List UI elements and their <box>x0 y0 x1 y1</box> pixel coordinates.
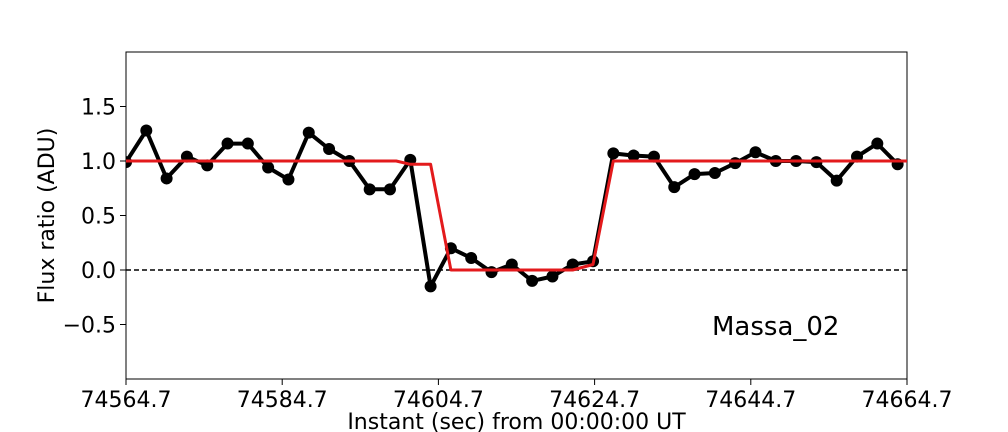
observed-flux-point <box>302 126 315 139</box>
x-tick-label: 74644.7 <box>705 388 796 413</box>
observed-flux-point <box>282 173 295 186</box>
observed-flux-point <box>140 124 153 137</box>
observed-flux-point <box>424 280 437 293</box>
observed-flux-point <box>566 258 579 271</box>
observed-flux-point <box>241 137 254 150</box>
y-tick-label: 0.0 <box>81 259 116 284</box>
observed-flux-point <box>485 266 498 279</box>
observed-flux-point <box>708 166 721 179</box>
y-tick-label: 0.5 <box>81 205 116 230</box>
observed-flux-point <box>221 137 234 150</box>
x-tick-label: 74604.7 <box>393 388 484 413</box>
observed-flux-point <box>729 157 742 170</box>
observed-flux-point <box>505 258 518 271</box>
observed-flux-point <box>262 161 275 174</box>
observed-flux-point <box>546 270 559 283</box>
observed-flux-point <box>668 181 681 194</box>
model-fit-line <box>126 159 907 272</box>
x-tick-label: 74564.7 <box>81 388 172 413</box>
observed-flux-point <box>627 149 640 162</box>
y-axis: −0.5 0.0 0.5 1.0 1.5 <box>63 96 126 339</box>
observed-flux-point <box>607 147 620 160</box>
model-fit-series <box>126 159 907 272</box>
observed-flux-point <box>749 146 762 159</box>
x-axis-label: Instant (sec) from 00:00:00 UT <box>347 410 686 432</box>
observed-flux-point <box>363 183 376 196</box>
y-tick-label: 1.0 <box>81 150 116 175</box>
x-tick-label: 74624.7 <box>549 388 640 413</box>
observed-flux-point <box>323 143 336 156</box>
y-axis-label: Flux ratio (ADU) <box>35 128 60 304</box>
observed-flux-point <box>383 183 396 196</box>
observed-flux-point <box>871 137 884 150</box>
object-name-annotation: Massa_02 <box>712 312 839 342</box>
observed-flux-point <box>688 168 701 181</box>
x-tick-label: 74664.7 <box>862 388 953 413</box>
observed-flux-point <box>465 252 478 265</box>
observed-flux-point <box>830 174 843 187</box>
y-tick-label: −0.5 <box>63 314 116 339</box>
y-tick-label: 1.5 <box>81 96 116 121</box>
observed-flux-series <box>126 124 904 293</box>
x-axis: 74564.7 74584.7 74604.7 74624.7 74644.7 74664… <box>81 379 953 413</box>
observed-flux-point <box>526 274 539 287</box>
x-tick-label: 74584.7 <box>237 388 328 413</box>
observed-flux-point <box>160 172 173 185</box>
